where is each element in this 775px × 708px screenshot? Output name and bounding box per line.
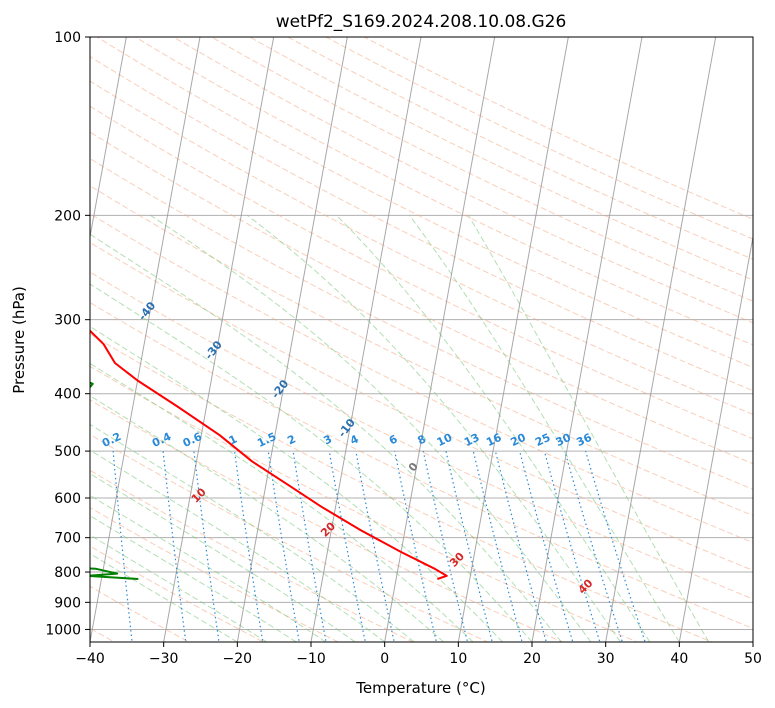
mixing-ratio-label: 25 (533, 431, 552, 449)
moist-adiabat-line (409, 215, 680, 642)
y-tick-label: 900 (54, 595, 81, 611)
moist-adiabat-line (90, 283, 533, 642)
y-axis-title: Pressure (hPa) (10, 286, 28, 394)
pressure-gridlines (90, 37, 753, 630)
dry-adiabat-line (90, 469, 415, 642)
x-axis-ticks: −40 −30 −20 −10 0 10 20 30 40 50 (75, 642, 762, 667)
moist-adiabat-line (90, 553, 238, 642)
dry-adiabat-line (286, 37, 753, 260)
x-tick-label: 10 (449, 651, 467, 667)
isotherm-line (457, 37, 569, 642)
mixing-ratio-line (519, 450, 574, 642)
x-tick-label: 20 (523, 651, 541, 667)
isotherm-line (310, 37, 422, 642)
x-tick-label: 30 (597, 651, 615, 667)
mixing-ratio-line (472, 450, 523, 642)
dry-adiabat-line (90, 271, 753, 600)
y-tick-label: 1000 (45, 622, 81, 638)
mixing-ratio-label: 36 (574, 431, 594, 449)
y-tick-label: 300 (54, 313, 81, 329)
y-tick-label: 600 (54, 491, 81, 507)
x-tick-label: 0 (380, 651, 389, 667)
dry-adiabat-line (90, 433, 489, 642)
x-axis-title: Temperature (°C) (355, 679, 485, 697)
mixing-ratio-line (394, 450, 438, 642)
y-tick-label: 700 (54, 531, 81, 547)
mixing-ratio-label: 13 (462, 431, 481, 449)
dry-adiabat-line (90, 131, 753, 465)
dry-adiabat-line (90, 506, 340, 642)
dry-adiabat-line (363, 37, 753, 220)
isotherms (0, 10, 753, 654)
chart-title: wetPf2_S169.2024.208.10.08.G26 (276, 12, 567, 32)
isotherm-line (678, 234, 753, 642)
isotherm-line (605, 37, 717, 642)
moist-adiabat-line (247, 214, 621, 642)
y-tick-label: 500 (54, 444, 81, 460)
mixing-ratio-label: 10 (435, 431, 455, 449)
y-axis-ticks: 100 200 300 400 500 600 700 800 900 1000 (45, 30, 90, 638)
moist-adiabat-line (468, 215, 710, 642)
temperature-profile-line (90, 37, 448, 580)
mixing-ratio-line (422, 450, 469, 642)
dry-adiabat-line (90, 241, 753, 571)
mixing-ratio-lines (112, 450, 646, 642)
x-tick-label: −10 (296, 651, 326, 667)
plot-area: 0.10.20.40.611.52346810131620253036-100-… (0, 10, 753, 654)
mixing-ratio-line (543, 450, 601, 642)
isotherm-line (0, 10, 58, 654)
isotherm-line (163, 37, 275, 642)
dry-adiabat-line (134, 37, 753, 346)
dry-adiabat-line (90, 399, 564, 642)
isotherm-line (90, 37, 127, 240)
x-tick-label: 40 (670, 651, 688, 667)
x-tick-label: 50 (744, 651, 762, 667)
dry-adiabat-line (210, 37, 753, 302)
mixing-ratio-label: 20 (509, 431, 529, 449)
dry-adiabat-line (90, 105, 753, 440)
mixing-ratio-line (267, 451, 300, 642)
x-tick-label: −20 (223, 651, 253, 667)
mixing-ratio-line (355, 450, 395, 642)
mixing-ratio-line (445, 450, 493, 642)
dry-adiabat-line (90, 213, 753, 544)
moist-adiabat-line (90, 395, 444, 642)
y-tick-label: 800 (54, 565, 81, 581)
dry-adiabat-line (90, 55, 753, 392)
moist-adiabat-line (150, 214, 592, 642)
moist-adiabats (90, 214, 710, 642)
isotherm-line (90, 37, 201, 642)
isotherm-line (752, 639, 753, 642)
isotherm-label: -50 (69, 260, 92, 284)
dry-adiabat-line (90, 365, 639, 642)
moist-adiabat-line (90, 325, 503, 642)
mixing-ratio-line (328, 450, 366, 642)
profile-series (90, 37, 448, 581)
moist-adiabat-line (90, 473, 356, 642)
isotherm-line (531, 37, 643, 642)
isotherm-label: -60 (3, 221, 26, 245)
y-tick-label: 100 (54, 30, 81, 46)
moist-adiabat-line (90, 494, 327, 642)
moist-adiabat-line (90, 362, 474, 642)
isotherm-line (384, 37, 496, 642)
mixing-ratio-label: 16 (484, 431, 504, 449)
plot-frame (89, 36, 754, 643)
y-tick-label: 400 (54, 387, 81, 403)
dry-adiabat-line (90, 301, 753, 630)
moist-adiabat-line (90, 233, 562, 642)
mixing-ratio-label: 30 (554, 431, 574, 449)
x-tick-label: −30 (149, 651, 179, 667)
dry-adiabats (90, 37, 753, 642)
dry-adiabat-line (90, 185, 753, 517)
moist-adiabat-line (90, 449, 385, 642)
y-tick-label: 200 (54, 208, 81, 224)
mixing-ratio-line (564, 450, 623, 642)
x-tick-label: −40 (75, 651, 105, 667)
mixing-ratio-line (292, 451, 327, 642)
isotherm-line (236, 37, 348, 642)
